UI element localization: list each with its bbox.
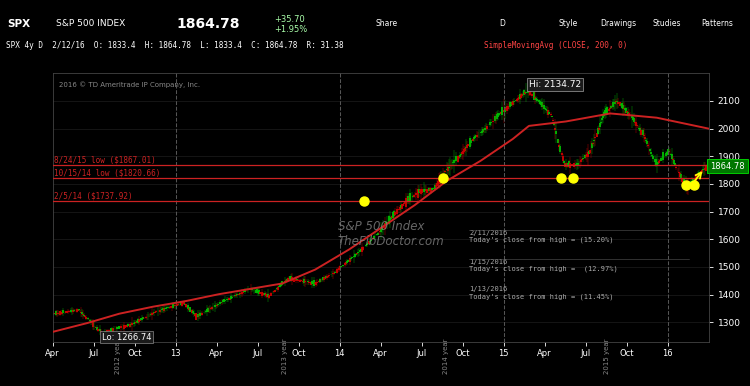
Text: SPX: SPX bbox=[8, 19, 31, 29]
Text: SPX 4y D  2/12/16  O: 1833.4  H: 1864.78  L: 1833.4  C: 1864.78  R: 31.38: SPX 4y D 2/12/16 O: 1833.4 H: 1864.78 L:… bbox=[6, 41, 344, 50]
Text: +1.95%: +1.95% bbox=[274, 25, 307, 34]
Text: Studies: Studies bbox=[652, 19, 681, 28]
Text: Drawings: Drawings bbox=[600, 19, 636, 28]
Text: S&P 500 INDEX: S&P 500 INDEX bbox=[56, 19, 125, 28]
Text: 8/24/15 low ($1867.01): 8/24/15 low ($1867.01) bbox=[54, 156, 155, 164]
Text: 10/15/14 low ($1820.66): 10/15/14 low ($1820.66) bbox=[54, 168, 160, 178]
Text: 2012 year: 2012 year bbox=[116, 338, 122, 374]
Text: 2/11/2016
Today's close from high = (15.20%): 2/11/2016 Today's close from high = (15.… bbox=[470, 230, 614, 243]
Text: Lo: 1266.74: Lo: 1266.74 bbox=[102, 333, 152, 342]
Text: Style: Style bbox=[559, 19, 578, 28]
Text: 1864.78: 1864.78 bbox=[176, 17, 240, 30]
Text: Patterns: Patterns bbox=[701, 19, 733, 28]
Text: S&P 500 Index
TheFibDoctor.com: S&P 500 Index TheFibDoctor.com bbox=[338, 220, 445, 248]
Text: Share: Share bbox=[375, 19, 398, 28]
Text: 2013 year: 2013 year bbox=[283, 338, 289, 374]
Text: 1/13/2016
Today's close from high = (11.45%): 1/13/2016 Today's close from high = (11.… bbox=[470, 286, 614, 300]
Text: SimpleMovingAvg (CLOSE, 200, 0): SimpleMovingAvg (CLOSE, 200, 0) bbox=[484, 41, 627, 50]
Text: 2/5/14 ($1737.92): 2/5/14 ($1737.92) bbox=[54, 191, 133, 200]
Text: 2016 © TD Ameritrade IP Company, Inc.: 2016 © TD Ameritrade IP Company, Inc. bbox=[59, 81, 200, 88]
Text: +35.70: +35.70 bbox=[274, 15, 304, 24]
Text: D: D bbox=[499, 19, 505, 28]
Text: 2014 year: 2014 year bbox=[443, 338, 449, 374]
Text: 1864.78: 1864.78 bbox=[710, 162, 745, 171]
Text: 1/15/2016
Today's close from high =  (12.97%): 1/15/2016 Today's close from high = (12.… bbox=[470, 259, 618, 272]
Text: 2015 year: 2015 year bbox=[604, 338, 610, 374]
Text: Hi: 2134.72: Hi: 2134.72 bbox=[529, 80, 581, 89]
